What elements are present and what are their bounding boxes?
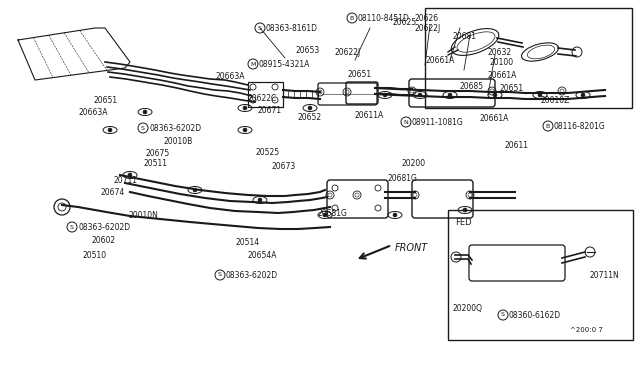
Text: FED: FED	[455, 218, 472, 227]
Circle shape	[493, 93, 497, 97]
Circle shape	[243, 106, 247, 110]
Text: 20661A: 20661A	[480, 113, 509, 122]
Text: 20651: 20651	[93, 96, 117, 105]
Text: FRONT: FRONT	[395, 243, 428, 253]
Text: 20654A: 20654A	[248, 250, 278, 260]
Text: 08116-8201G: 08116-8201G	[554, 122, 605, 131]
Circle shape	[193, 188, 197, 192]
Text: 20625: 20625	[393, 17, 417, 26]
Circle shape	[448, 93, 452, 97]
Circle shape	[463, 208, 467, 212]
Text: 20514: 20514	[235, 237, 259, 247]
Text: 20661A: 20661A	[488, 71, 517, 80]
Text: B: B	[546, 124, 550, 128]
Circle shape	[383, 93, 387, 97]
Text: 20685: 20685	[460, 81, 484, 90]
Text: 08363-6202D: 08363-6202D	[226, 270, 278, 279]
Text: 20652: 20652	[298, 112, 322, 122]
Text: 08363-6202D: 08363-6202D	[78, 222, 130, 231]
Text: 20673: 20673	[272, 161, 296, 170]
Text: S: S	[141, 125, 145, 131]
Text: 20622C: 20622C	[248, 93, 277, 103]
Text: 20100: 20100	[490, 58, 514, 67]
Text: 20511: 20511	[143, 158, 167, 167]
Text: 20681G: 20681G	[318, 208, 348, 218]
Circle shape	[393, 213, 397, 217]
Text: 08363-6202D: 08363-6202D	[149, 124, 201, 132]
Text: 08911-1081G: 08911-1081G	[412, 118, 464, 126]
Circle shape	[538, 93, 542, 97]
Circle shape	[323, 213, 327, 217]
Text: 20622J: 20622J	[335, 48, 361, 57]
Text: S: S	[258, 26, 262, 31]
Text: 20200Q: 20200Q	[453, 304, 483, 312]
Text: 20010B: 20010B	[163, 137, 192, 145]
Text: 20632: 20632	[488, 48, 512, 57]
Text: 20711: 20711	[113, 176, 137, 185]
Text: 20653: 20653	[296, 45, 320, 55]
Bar	[248, 82, 283, 107]
Text: 20671: 20671	[258, 106, 282, 115]
Text: 08360-6162D: 08360-6162D	[509, 311, 561, 320]
Text: 20651: 20651	[500, 83, 524, 93]
Circle shape	[581, 93, 585, 97]
Circle shape	[108, 128, 112, 132]
Text: ^200:0 7: ^200:0 7	[570, 327, 603, 333]
Text: 20661A: 20661A	[426, 55, 456, 64]
Circle shape	[128, 173, 132, 177]
Text: 20525: 20525	[255, 148, 279, 157]
Text: M: M	[250, 61, 256, 67]
Text: 20681G: 20681G	[388, 173, 418, 183]
Text: 20711N: 20711N	[590, 270, 620, 279]
Circle shape	[258, 198, 262, 202]
Bar	[448, 210, 633, 340]
Bar	[425, 8, 632, 108]
Text: S: S	[501, 312, 505, 317]
Text: N: N	[404, 119, 408, 125]
Text: 20602: 20602	[91, 235, 115, 244]
Text: 20010N: 20010N	[128, 211, 158, 219]
Text: 20675: 20675	[145, 148, 169, 157]
Text: 20010Z: 20010Z	[540, 96, 570, 105]
Text: 20674: 20674	[100, 187, 124, 196]
Text: S: S	[218, 273, 222, 278]
Text: 20510: 20510	[82, 250, 106, 260]
Text: 20681: 20681	[453, 32, 477, 41]
Text: 08110-8451D: 08110-8451D	[358, 13, 410, 22]
Text: 20200: 20200	[402, 158, 426, 167]
Text: 20651: 20651	[348, 70, 372, 78]
Text: 20663A: 20663A	[78, 108, 108, 116]
Text: 20611: 20611	[505, 141, 529, 150]
Text: 08363-8161D: 08363-8161D	[266, 23, 318, 32]
Text: S: S	[70, 224, 74, 230]
Circle shape	[243, 128, 247, 132]
Text: B: B	[350, 16, 354, 20]
Circle shape	[418, 93, 422, 97]
Text: 20611A: 20611A	[355, 110, 384, 119]
Circle shape	[308, 106, 312, 110]
Text: 20663A: 20663A	[215, 71, 244, 80]
Circle shape	[143, 110, 147, 114]
Text: 20626: 20626	[415, 13, 439, 22]
Text: 08915-4321A: 08915-4321A	[259, 60, 310, 68]
Text: 20622J: 20622J	[415, 23, 441, 32]
